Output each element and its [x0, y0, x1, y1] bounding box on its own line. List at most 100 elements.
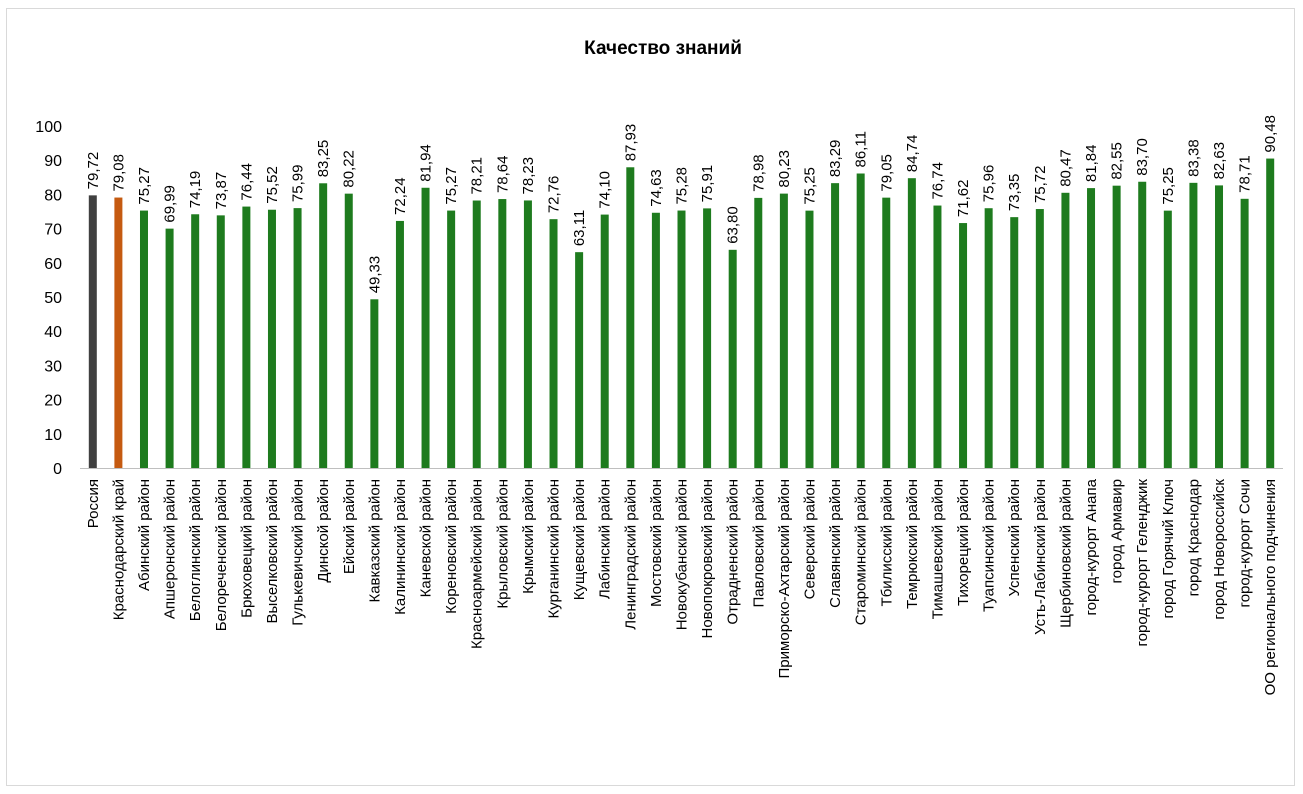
bar	[523, 200, 532, 468]
y-tick-label: 80	[44, 187, 62, 204]
data-label: 83,38	[1185, 139, 1202, 177]
bar	[651, 212, 660, 468]
y-tick-label: 30	[44, 358, 62, 375]
bar	[1240, 198, 1249, 468]
data-label: 79,05	[878, 154, 895, 192]
data-label: 75,72	[1032, 165, 1049, 203]
data-label: 80,47	[1057, 149, 1074, 187]
bar	[677, 210, 686, 468]
category-label: город Новороссийск	[1211, 479, 1228, 620]
bar	[344, 193, 353, 469]
category-label: Усть-Лабинский район	[1032, 479, 1049, 635]
bar	[600, 214, 609, 468]
data-label: 79,08	[110, 154, 127, 192]
bar	[88, 195, 97, 468]
category-label: Кавказский район	[366, 479, 383, 603]
data-label: 78,64	[494, 156, 511, 194]
data-label: 63,80	[725, 206, 742, 244]
data-label: 49,33	[366, 256, 383, 294]
bar	[933, 205, 942, 468]
data-label: 75,96	[981, 165, 998, 203]
bar	[216, 215, 225, 468]
data-label: 75,25	[801, 167, 818, 205]
bar	[370, 299, 379, 468]
category-label: Тбилисский район	[878, 479, 895, 606]
category-label: Калининский район	[392, 479, 409, 615]
bar	[754, 197, 763, 468]
bar	[1035, 209, 1044, 468]
category-label: Апшеронский район	[162, 479, 179, 619]
data-labels: 79,72 79,08 75,27 69,99 74,19 73,87 76,44 75,52…	[85, 115, 1279, 293]
category-label: Ленинградский район	[622, 479, 639, 630]
category-label: Павловский район	[750, 479, 767, 608]
data-label: 75,27	[136, 167, 153, 205]
data-label: 80,22	[341, 150, 358, 188]
category-label: город-курорт Анапа	[1083, 478, 1100, 615]
bar	[319, 183, 328, 468]
category-label: Краснодарский край	[110, 479, 127, 620]
category-label: Брюховецкий район	[238, 479, 255, 618]
data-label: 90,48	[1262, 115, 1279, 153]
bar	[114, 197, 123, 469]
category-label: Гулькевичский район	[290, 479, 307, 626]
bar	[856, 173, 865, 469]
category-label: Славянский район	[827, 479, 844, 608]
category-label: Курганинский район	[546, 479, 563, 619]
bar	[805, 210, 814, 468]
bar	[728, 249, 737, 468]
y-tick-label: 90	[44, 153, 62, 170]
bar	[165, 228, 174, 468]
data-label: 83,70	[1134, 138, 1151, 176]
category-label: Тихорецкий район	[955, 479, 972, 606]
category-label: Абинский район	[136, 479, 153, 591]
category-label: Темрюкский район	[904, 479, 921, 609]
category-label: Кореновский район	[443, 479, 460, 614]
category-label: Мостовский район	[648, 479, 665, 607]
bar	[882, 197, 891, 469]
data-label: 74,19	[187, 171, 204, 209]
data-label: 76,44	[238, 163, 255, 201]
category-label: Крымский район	[520, 479, 537, 594]
y-tick-label: 60	[44, 256, 62, 273]
data-label: 73,87	[213, 172, 230, 210]
bar	[984, 208, 993, 468]
data-label: 72,24	[392, 177, 409, 215]
data-label: 82,55	[1109, 142, 1126, 180]
bar	[1010, 217, 1019, 468]
data-label: 83,25	[315, 140, 332, 178]
data-label: 87,93	[622, 124, 639, 162]
y-tick-label: 20	[44, 393, 62, 410]
data-label: 82,63	[1211, 142, 1228, 180]
category-label: Ейский район	[341, 479, 358, 574]
data-label: 78,98	[750, 154, 767, 192]
data-label: 71,62	[955, 180, 972, 218]
bar	[1087, 188, 1096, 469]
category-label: Староминский район	[853, 479, 870, 625]
data-label: 86,11	[853, 131, 870, 167]
bar	[421, 187, 430, 468]
data-label: 69,99	[162, 185, 179, 223]
bar	[831, 183, 840, 468]
bar	[267, 209, 276, 468]
y-tick-label: 10	[44, 427, 62, 444]
bar	[447, 210, 456, 468]
bar	[575, 252, 584, 468]
bar	[549, 219, 558, 468]
category-label: Тимашевский район	[929, 479, 946, 619]
data-label: 83,29	[827, 140, 844, 178]
bars	[88, 158, 1275, 469]
y-tick-label: 70	[44, 222, 62, 239]
data-label: 84,74	[904, 135, 921, 173]
category-label: город Краснодар	[1185, 479, 1202, 596]
data-label: 78,71	[1237, 155, 1254, 193]
data-label: 74,63	[648, 169, 665, 207]
bar	[779, 193, 788, 468]
data-label: 73,35	[1006, 174, 1023, 212]
data-label: 81,84	[1083, 145, 1100, 183]
category-labels: Россия Краснодарский край Абинский район Ап…	[85, 478, 1279, 695]
data-label: 76,74	[929, 162, 946, 200]
category-label: Динской район	[315, 479, 332, 583]
category-label: Новокубанский район	[674, 479, 691, 630]
y-tick-label: 100	[35, 119, 62, 136]
data-label: 80,23	[776, 150, 793, 188]
